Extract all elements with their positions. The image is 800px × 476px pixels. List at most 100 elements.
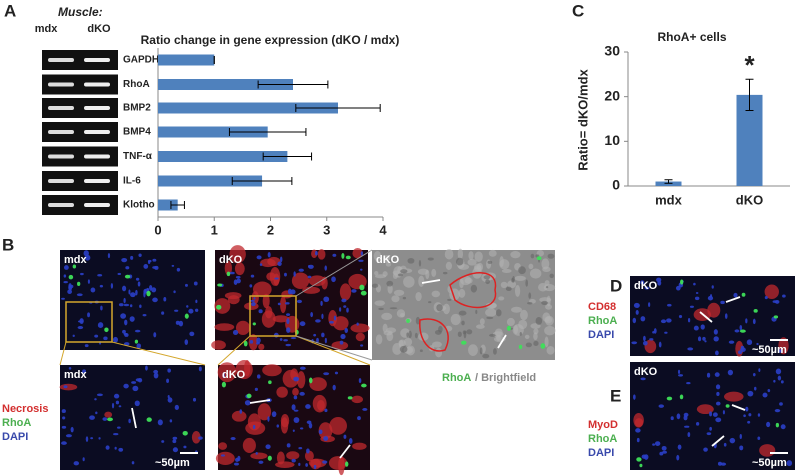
cell bbox=[415, 316, 421, 325]
cell bbox=[153, 332, 157, 338]
cell bbox=[277, 302, 281, 306]
error-bar bbox=[295, 104, 381, 112]
cell bbox=[764, 296, 768, 300]
cell bbox=[492, 331, 504, 338]
cell bbox=[152, 266, 157, 269]
cell bbox=[339, 340, 344, 345]
cell bbox=[85, 436, 89, 442]
cell bbox=[98, 437, 101, 440]
cell bbox=[172, 436, 178, 440]
gel-band bbox=[84, 82, 110, 87]
cell bbox=[72, 264, 77, 269]
error-bar bbox=[228, 128, 307, 136]
cell bbox=[428, 301, 432, 304]
cell bbox=[242, 437, 256, 453]
legend-entry: DAPI bbox=[2, 431, 28, 443]
cell bbox=[280, 414, 290, 428]
cell bbox=[195, 299, 198, 304]
cell bbox=[146, 290, 151, 297]
cell bbox=[272, 315, 290, 323]
cell bbox=[233, 462, 239, 466]
cell bbox=[258, 343, 265, 351]
cell bbox=[256, 341, 260, 345]
cell bbox=[741, 292, 746, 297]
cell bbox=[739, 433, 742, 440]
bar bbox=[158, 199, 178, 211]
cell bbox=[743, 414, 746, 418]
cell bbox=[757, 413, 761, 417]
cell bbox=[298, 446, 303, 450]
cell bbox=[455, 257, 464, 266]
cell bbox=[287, 288, 292, 295]
legend-entry: CD68 bbox=[588, 301, 616, 313]
cell bbox=[488, 249, 497, 257]
cell bbox=[234, 262, 245, 276]
cell bbox=[375, 334, 383, 345]
cell bbox=[331, 341, 349, 351]
cell bbox=[266, 272, 276, 281]
cell bbox=[276, 451, 285, 465]
cell bbox=[222, 372, 225, 379]
cell bbox=[161, 440, 165, 443]
cell bbox=[706, 372, 711, 378]
cell bbox=[293, 417, 300, 423]
cell bbox=[138, 253, 142, 257]
cell bbox=[712, 412, 718, 417]
cell bbox=[118, 303, 124, 307]
cell bbox=[253, 297, 256, 300]
cell bbox=[135, 277, 140, 281]
cell bbox=[464, 277, 473, 284]
cell bbox=[704, 340, 707, 343]
cell bbox=[715, 401, 721, 406]
cell bbox=[134, 329, 141, 333]
cell bbox=[249, 340, 254, 344]
cell bbox=[716, 391, 720, 397]
cell bbox=[533, 332, 538, 341]
cell bbox=[539, 297, 552, 303]
cell bbox=[293, 395, 298, 400]
cell bbox=[252, 322, 256, 326]
cell bbox=[308, 264, 311, 268]
cell bbox=[679, 394, 684, 400]
cell bbox=[740, 347, 746, 352]
cell bbox=[753, 309, 758, 313]
cell bbox=[677, 444, 682, 450]
cell bbox=[147, 260, 151, 264]
cell bbox=[296, 299, 302, 304]
cell bbox=[729, 437, 736, 444]
cell bbox=[198, 366, 202, 372]
gel-band bbox=[48, 106, 74, 110]
cell bbox=[633, 302, 640, 308]
cell bbox=[724, 391, 744, 402]
cell bbox=[282, 369, 299, 388]
cell bbox=[107, 417, 113, 422]
legend-entry: RhoA bbox=[2, 417, 31, 429]
cell bbox=[639, 463, 643, 468]
cell bbox=[77, 326, 84, 330]
cell bbox=[361, 383, 367, 388]
cell bbox=[231, 410, 247, 422]
cell bbox=[221, 381, 227, 388]
cell bbox=[63, 274, 67, 278]
cell bbox=[254, 387, 258, 391]
cell bbox=[216, 304, 222, 310]
cell bbox=[633, 412, 644, 428]
bar bbox=[158, 79, 293, 90]
gel-lane: mdx bbox=[35, 23, 59, 35]
cell bbox=[285, 343, 292, 347]
cell bbox=[457, 248, 464, 260]
cell bbox=[163, 297, 167, 302]
cell bbox=[468, 344, 478, 357]
cell bbox=[662, 450, 667, 454]
cell bbox=[458, 288, 466, 298]
cell bbox=[275, 461, 295, 468]
cell bbox=[128, 289, 131, 295]
cell bbox=[546, 345, 555, 355]
cell bbox=[447, 298, 452, 301]
gel-lane-box bbox=[42, 146, 118, 167]
cell bbox=[632, 317, 637, 324]
cell bbox=[184, 283, 188, 287]
x-tick-label: 2 bbox=[267, 222, 274, 237]
x-tick-label: dKO bbox=[736, 192, 763, 207]
cell bbox=[513, 324, 519, 335]
